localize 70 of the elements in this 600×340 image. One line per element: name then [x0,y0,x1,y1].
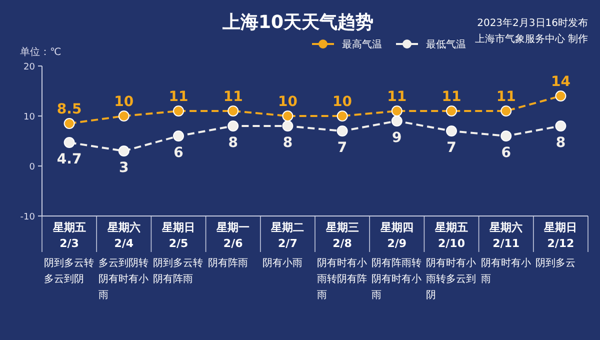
point [391,106,402,116]
point [391,116,402,126]
data-label: 11 [387,89,407,105]
x-tick-label: 星期三 2/8 [324,221,359,250]
y-tick-label: -10 [20,212,36,222]
data-label: 7 [446,140,456,156]
data-label: 9 [392,130,402,146]
data-label: 10 [332,94,352,110]
data-label: 10 [114,94,134,110]
x-tick-label: 星期二 2/7 [270,221,304,250]
text: 阴有小雨 [262,257,302,269]
point [500,106,512,116]
point [173,130,184,142]
legend-label: 最高气温 [342,38,382,50]
x-tick-label: 星期六 2/11 [488,221,523,250]
data-label: 6 [174,145,184,161]
data-label: 6 [501,145,511,161]
data-label: 8 [282,135,293,151]
data-label: 11 [223,89,243,105]
x-tick-label: 星期六 2/4 [106,221,140,250]
data-label: 14 [550,74,571,90]
point [64,137,75,148]
text: 阴有时有小雨 [480,257,531,285]
point [555,90,566,102]
y-tick-label: 0 [29,162,36,172]
data-label: 8.5 [56,102,82,118]
text: 阴到多云转多云到阴 [44,257,94,285]
text: 2023年2月3日16时发布 [477,17,588,29]
text: 阴有时有小雨转阴有阵雨 [317,257,367,301]
point [173,106,184,116]
data-label: 3 [119,160,129,176]
point [446,106,457,116]
point [64,118,75,129]
point [118,146,130,156]
data-label: 8 [228,135,238,151]
text: 阴有阵雨 [208,257,248,269]
data-label: 7 [337,140,348,156]
data-label: 11 [496,89,516,105]
data-label: 11 [168,89,188,105]
x-tick-label: 星期四 2/9 [379,221,414,250]
data-label: 10 [278,94,298,110]
point [118,110,130,122]
y-tick-label: 20 [24,62,36,72]
point [500,130,512,142]
chart-title: 上海10天天气趋势 [221,12,374,33]
point [228,120,239,132]
y-tick-label: 10 [24,112,36,122]
text: 阴有阵雨转阴有时有小雨 [372,257,422,301]
point [228,106,239,116]
point [282,110,294,122]
x-tick-label: 星期五 2/10 [434,221,468,250]
x-tick-label: 星期五 2/3 [52,221,86,250]
text: 多云到阴转阴有时有小雨 [98,257,149,301]
y-axis-title: 单位：℃ [20,46,62,58]
point [336,126,348,136]
point [282,120,294,132]
legend-label: 最低气温 [426,38,466,50]
data-label: 4.7 [56,152,82,168]
x-tick-label: 星期日 2/12 [543,221,578,250]
text: 阴有时有小雨转多云到阴 [426,257,476,301]
x-tick-label: 星期一 2/6 [216,221,250,250]
data-label: 8 [556,135,566,151]
point [336,110,348,122]
text: 上海市气象服务中心 制作 [474,33,588,45]
data-label: 11 [442,89,462,105]
x-tick-label: 星期日 2/5 [161,221,195,250]
text: 阴到多云转阴有阵雨 [153,257,204,285]
point [555,120,566,132]
point [446,126,457,136]
text: 阴到多云 [535,257,576,269]
